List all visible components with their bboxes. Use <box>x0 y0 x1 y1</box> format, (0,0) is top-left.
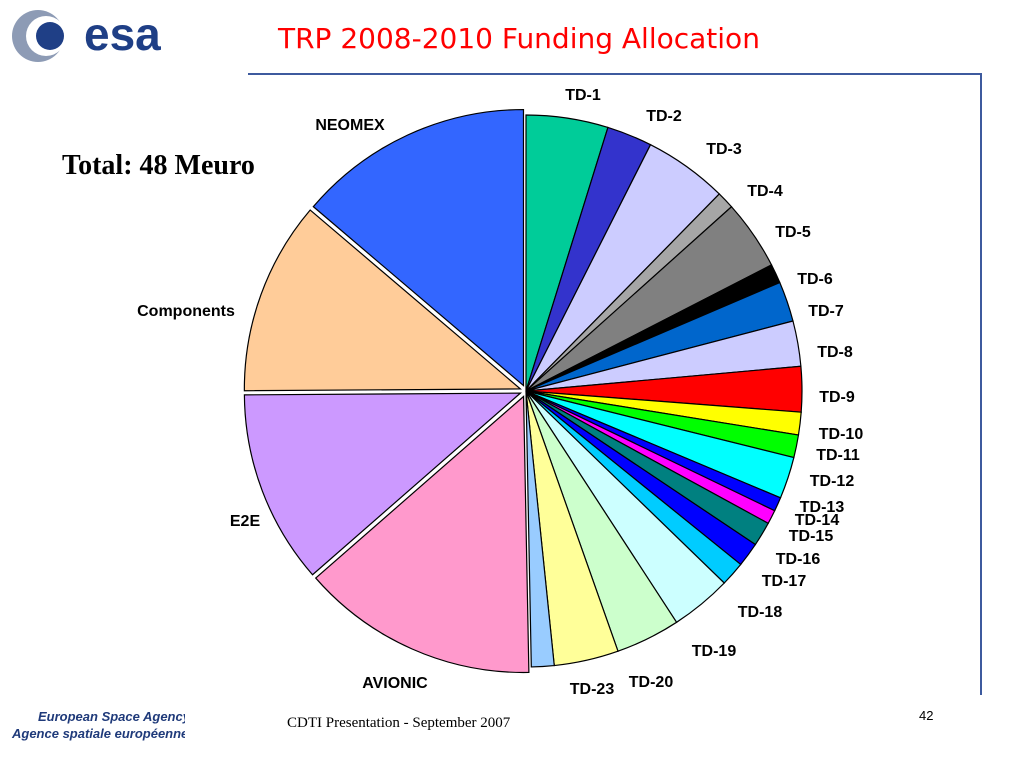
pie-label-td-20: TD-20 <box>629 674 674 691</box>
pie-label-td-10: TD-10 <box>819 426 864 443</box>
agency-name-fr: Agence spatiale européenne <box>11 726 185 741</box>
pie-label-td-12: TD-12 <box>810 473 855 490</box>
pie-label-td-2: TD-2 <box>646 108 682 125</box>
pie-label-td-6: TD-6 <box>797 271 833 288</box>
esa-logo: esa <box>12 8 161 62</box>
pie-label-td-7: TD-7 <box>808 303 844 320</box>
pie-label-td-16: TD-16 <box>776 551 821 568</box>
pie-label-avionic: AVIONIC <box>362 675 428 692</box>
right-border <box>980 73 982 695</box>
footer-presentation: CDTI Presentation - September 2007 <box>287 715 511 731</box>
pie-label-td-23: TD-23 <box>570 681 615 698</box>
pie-label-td-8: TD-8 <box>817 344 853 361</box>
pie-label-td-4: TD-4 <box>747 183 783 200</box>
total-label: Total: 48 Meuro <box>62 150 255 181</box>
pie-slice-td-23 <box>525 390 555 668</box>
pie-label-td-5: TD-5 <box>775 224 811 241</box>
header-divider <box>248 73 982 75</box>
esa-logo-e-circle <box>36 22 64 50</box>
pie-label-td-17: TD-17 <box>762 573 807 590</box>
pie-label-td-11: TD-11 <box>816 447 860 464</box>
pie-label-td-14: TD-14 <box>795 512 840 529</box>
pie-chart: TD-1 TD-2 TD-3 TD-4 TD-5 TD-6 TD-7 TD-8 TD-9 TD-1… <box>137 87 863 698</box>
pie-label-e2e: E2E <box>230 513 261 530</box>
slide-title: TRP 2008-2010 Funding Allocation <box>278 22 760 55</box>
pie-label-td-9: TD-9 <box>819 389 855 406</box>
pie-slice-neomex <box>312 108 525 387</box>
pie-labels: TD-1 TD-2 TD-3 TD-4 TD-5 TD-6 TD-7 TD-8 TD-9 TD-1… <box>137 87 863 698</box>
pie-label-td-15: TD-15 <box>789 528 834 545</box>
pie-label-components: Components <box>137 303 235 320</box>
pie-label-td-1: TD-1 <box>565 87 601 104</box>
pie-slice-avionic <box>314 395 530 674</box>
pie-label-td-19: TD-19 <box>692 643 737 660</box>
pie-slice-components <box>243 209 522 392</box>
pie-label-td-18: TD-18 <box>738 604 783 621</box>
pie-slice-e2e <box>243 392 522 576</box>
pie-label-td-13: TD-13 <box>800 499 845 516</box>
agency-name-logo: European Space Agency Agence spatiale eu… <box>11 709 185 741</box>
agency-name-en: European Space Agency <box>38 709 185 724</box>
esa-logo-text: esa <box>84 8 161 60</box>
pie-slices <box>243 108 803 674</box>
page-number: 42 <box>919 708 934 723</box>
pie-label-td-3: TD-3 <box>706 141 742 158</box>
pie-label-neomex: NEOMEX <box>315 117 385 134</box>
